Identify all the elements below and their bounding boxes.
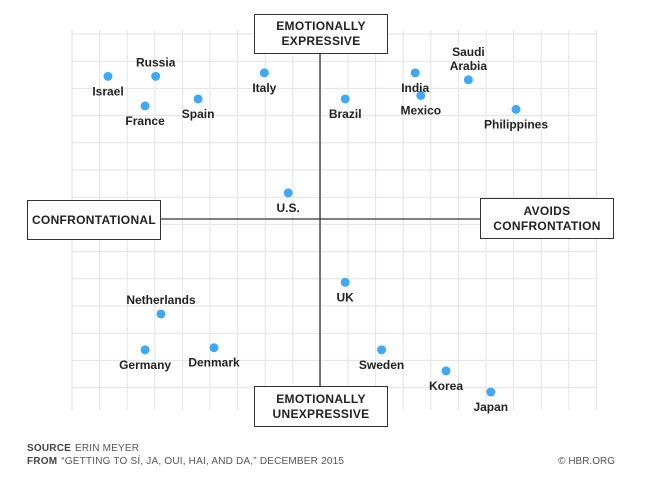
point-label: Italy bbox=[252, 81, 276, 95]
data-point bbox=[511, 104, 521, 114]
point-label: Denmark bbox=[188, 356, 240, 370]
from-key: FROM bbox=[27, 456, 58, 467]
source-line: SOURCE ERIN MEYER bbox=[27, 443, 139, 454]
point-label: Mexico bbox=[400, 103, 441, 117]
from-value: “GETTING TO SÍ, JA, OUI, HAI, AND DA,” D… bbox=[61, 456, 345, 467]
data-point bbox=[209, 343, 219, 353]
credit: © HBR.ORG bbox=[558, 456, 615, 467]
point-label: Israel bbox=[92, 84, 123, 98]
point-label: Philippines bbox=[484, 117, 548, 131]
data-point bbox=[410, 68, 420, 78]
data-point bbox=[463, 75, 473, 85]
axis-label-top-line2: EXPRESSIVE bbox=[281, 34, 361, 48]
data-point bbox=[441, 366, 451, 376]
point-label: India bbox=[401, 81, 429, 95]
point-label: Japan bbox=[473, 400, 508, 414]
chart-point-labels: Israel Russia France Spain Italy Brazil India S… bbox=[92, 45, 548, 414]
data-point bbox=[486, 387, 496, 397]
point-label: Brazil bbox=[329, 107, 362, 121]
axis-label-right-line2: CONFRONTATION bbox=[493, 218, 601, 233]
data-point bbox=[259, 68, 269, 78]
data-point bbox=[103, 71, 113, 81]
axis-label-bottom-line2: UNEXPRESSIVE bbox=[272, 406, 370, 421]
data-point bbox=[340, 277, 350, 287]
axis-label-left: CONFRONTATIONAL bbox=[27, 200, 161, 240]
point-label: Saudi bbox=[452, 45, 485, 59]
data-point bbox=[151, 71, 161, 81]
point-label: Korea bbox=[429, 379, 463, 393]
axis-label-top: EMOTIONALLY EXPRESSIVE bbox=[254, 14, 388, 54]
axis-label-right-line1: AVOIDS bbox=[523, 203, 571, 218]
axis-label-right: AVOIDS CONFRONTATION bbox=[480, 198, 614, 239]
point-label: U.S. bbox=[277, 201, 300, 215]
point-label: Germany bbox=[119, 358, 171, 372]
data-point bbox=[140, 101, 150, 111]
point-label: Russia bbox=[136, 55, 176, 69]
data-point bbox=[283, 188, 293, 198]
point-label: Sweden bbox=[359, 358, 404, 372]
point-label: Spain bbox=[182, 107, 215, 121]
cultural-map-chart: Israel Russia France Spain Italy Brazil India S… bbox=[71, 30, 597, 414]
data-point bbox=[340, 94, 350, 104]
source-key: SOURCE bbox=[27, 443, 71, 454]
point-label: France bbox=[125, 114, 165, 128]
data-point bbox=[416, 90, 426, 100]
axis-label-bottom-line1: EMOTIONALLY bbox=[276, 391, 366, 406]
axis-label-left-text: CONFRONTATIONAL bbox=[31, 212, 157, 227]
axis-label-top-line1: EMOTIONALLY bbox=[276, 19, 366, 33]
from-line: FROM “GETTING TO SÍ, JA, OUI, HAI, AND DA… bbox=[27, 456, 344, 467]
point-label: Arabia bbox=[450, 59, 488, 73]
data-point bbox=[156, 309, 166, 319]
axis-label-bottom: EMOTIONALLY UNEXPRESSIVE bbox=[254, 386, 388, 427]
chart-points bbox=[103, 68, 521, 397]
chart-axes bbox=[161, 54, 480, 386]
data-point bbox=[377, 345, 387, 355]
chart-grid bbox=[71, 30, 597, 410]
point-label: Netherlands bbox=[126, 293, 196, 307]
data-point bbox=[140, 345, 150, 355]
data-point bbox=[193, 94, 203, 104]
source-value: ERIN MEYER bbox=[74, 443, 140, 454]
point-label: UK bbox=[337, 290, 355, 304]
